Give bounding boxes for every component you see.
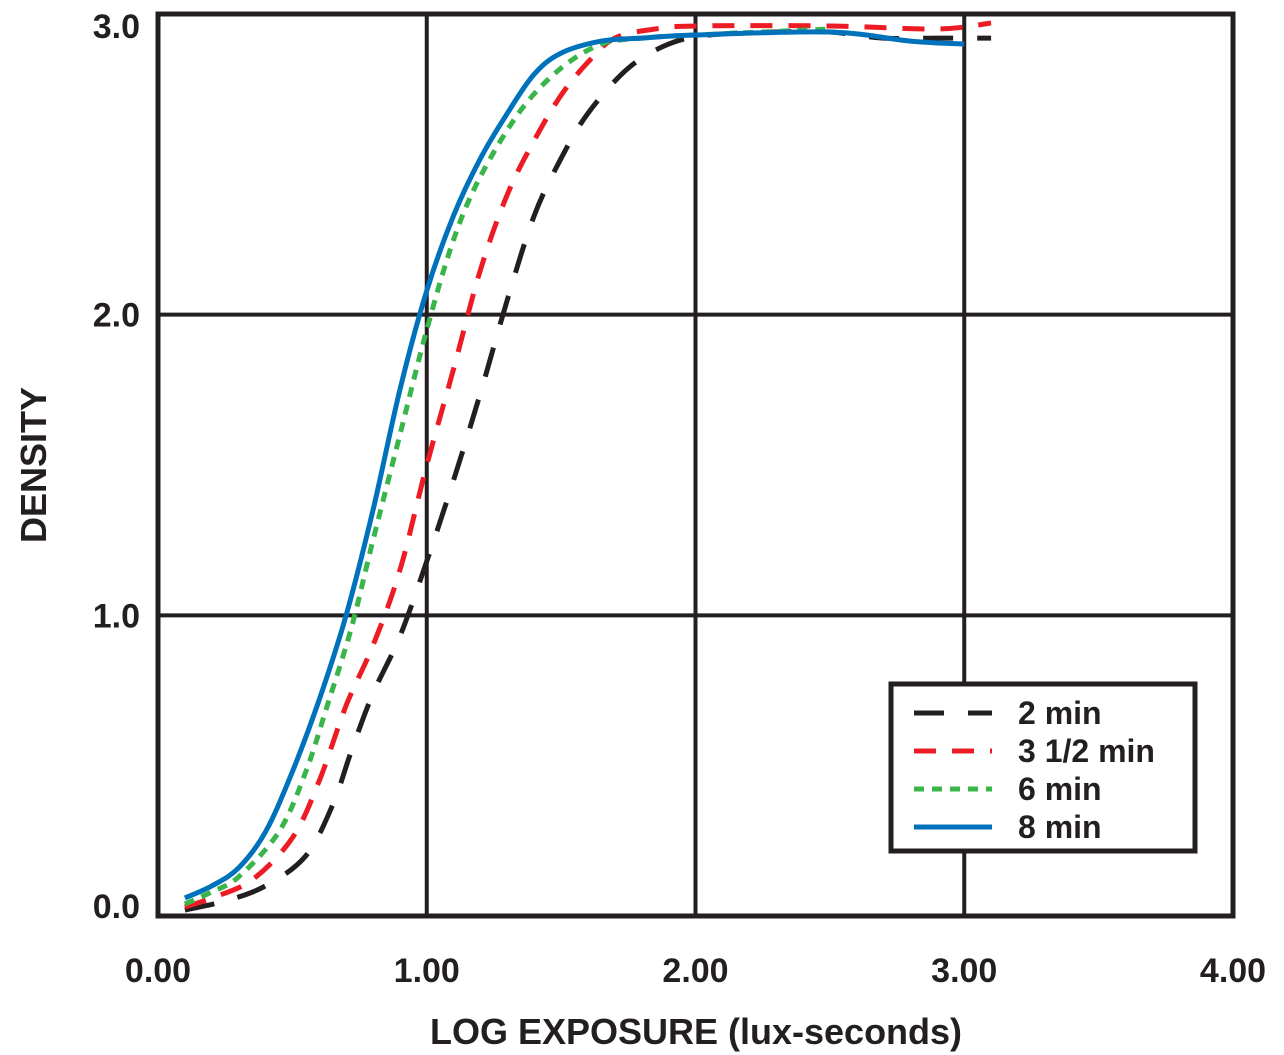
legend-label-1: 2 min bbox=[1018, 695, 1102, 731]
plot-area-frame bbox=[155, 11, 1236, 919]
y-tick-label: 1.0 bbox=[93, 597, 140, 635]
y-axis-title: DENSITY bbox=[13, 387, 54, 543]
series-line-2 bbox=[184, 20, 992, 910]
series-line-3 bbox=[183, 26, 831, 907]
x-axis-ticks: 0.00 1.00 2.00 3.00 4.00 bbox=[125, 952, 1266, 990]
y-axis-ticks: 0.0 1.0 2.0 3.0 bbox=[93, 8, 140, 926]
y-tick-label: 0.0 bbox=[93, 888, 140, 926]
chart-grid bbox=[158, 14, 1233, 916]
x-tick-label: 2.00 bbox=[662, 952, 728, 990]
y-tick-label: 3.0 bbox=[93, 8, 140, 46]
x-tick-label: 4.00 bbox=[1200, 952, 1266, 990]
x-axis-title: LOG EXPOSURE (lux-seconds) bbox=[430, 1011, 962, 1052]
x-tick-label: 0.00 bbox=[125, 952, 191, 990]
x-tick-label: 1.00 bbox=[394, 952, 460, 990]
legend-label-2: 3 1/2 min bbox=[1018, 733, 1155, 769]
legend-label-3: 6 min bbox=[1018, 771, 1102, 807]
legend-label-4: 8 min bbox=[1018, 809, 1102, 845]
series-line-4 bbox=[183, 29, 965, 901]
chart-series bbox=[183, 20, 992, 913]
x-tick-label: 3.00 bbox=[931, 952, 997, 990]
y-tick-label: 2.0 bbox=[93, 297, 140, 335]
